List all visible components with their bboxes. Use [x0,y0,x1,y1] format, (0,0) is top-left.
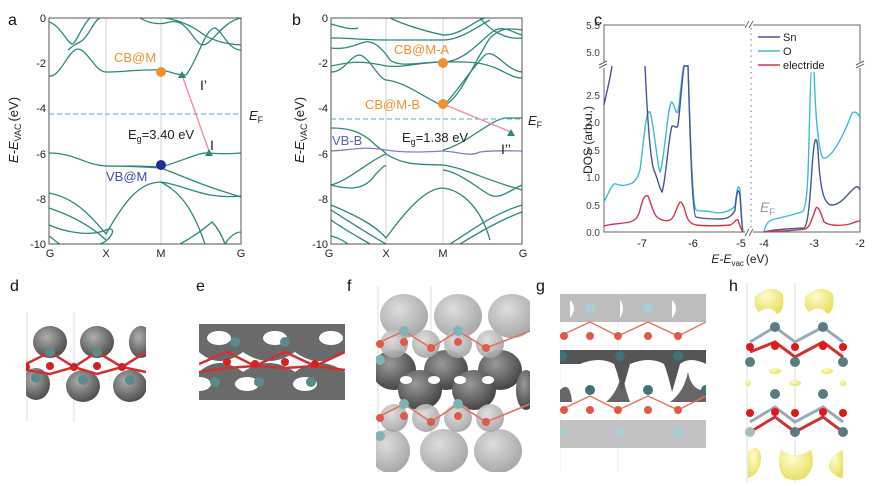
svg-text:G: G [325,248,334,260]
svg-text:-4: -4 [318,103,328,115]
fermi-label: EF [528,113,543,130]
y-axis-title: E-EVAC(eV) [6,97,23,163]
svg-text:2.5: 2.5 [586,91,600,102]
y-tick-labels: 5.5 5.0 2.5 2.0 1.5 1.0 0.5 0.0 [586,21,600,239]
gap-label: Eg=3.40 eV [128,127,194,144]
svg-text:O: O [783,46,792,58]
cb-b-point [438,99,448,109]
svg-text:1.0: 1.0 [586,173,600,184]
y-axis-title: DOS (arb.u.) [581,106,595,174]
transition-arrow [181,74,210,152]
isosurface-f [376,286,530,472]
svg-text:5.0: 5.0 [586,48,600,59]
legend-item-sn: Sn [758,32,796,44]
vb-b-band [330,147,523,155]
cb-a-label: CB@M-A [394,42,449,57]
fermi-label: EF [760,199,775,217]
point-label: I’’ [501,141,511,157]
x-tick-labels: G X M G [46,248,246,260]
x-tick-labels: G X M G [325,248,528,260]
svg-text:-8: -8 [318,194,328,206]
svg-text:X: X [382,248,390,260]
svg-text:-10: -10 [30,239,46,251]
cb-a-point [438,58,448,68]
band-structure-b: E-EVAC(eV) 0 -2 -4 -6 -8 -10 G X M G [292,13,543,260]
panel-label-d: d [10,278,19,295]
panel-label-f: f [347,278,352,295]
svg-text:-10: -10 [312,239,328,251]
svg-text:1.5: 1.5 [586,146,600,157]
isosurface-d [26,312,146,422]
svg-text:G: G [519,248,528,260]
panel-label-g: g [536,278,545,295]
svg-text:G: G [46,248,55,260]
isosurface-h [745,282,848,482]
x-tick-labels: -7 -6 -5 -4 -3 -2 [637,238,865,250]
axis-break-marks [598,20,865,237]
svg-text:-8: -8 [36,194,46,206]
y-axis-title: E-EVAC(eV) [292,97,309,163]
bands [330,17,523,245]
svg-text:Sn: Sn [783,32,796,44]
svg-text:-6: -6 [318,149,328,161]
svg-text:-6: -6 [36,149,46,161]
legend-item-o: O [758,46,792,58]
svg-text:E-EVAC(eV): E-EVAC(eV) [6,97,23,163]
svg-text:DOS (arb.u.): DOS (arb.u.) [581,106,595,174]
svg-text:0.5: 0.5 [586,201,600,212]
svg-text:0: 0 [40,13,46,25]
fermi-label: EF [249,108,264,125]
legend: Sn O electride [754,30,826,72]
cb-point [156,67,166,77]
panel-label-a: a [8,12,17,29]
svg-text:E-EVAC(eV): E-EVAC(eV) [292,97,309,163]
cb-b-label: CB@M-B [365,97,420,112]
cb-label: CB@M [114,50,156,65]
y-tick-labels: 0 -2 -4 -6 -8 -10 [30,13,46,251]
svg-text:M: M [438,248,447,260]
transition-arrow [442,103,512,133]
svg-text:-4: -4 [36,103,46,115]
panel-label-b: b [292,12,301,29]
legend-item-electride: electride [758,60,825,72]
svg-text:-2: -2 [855,238,865,250]
point-lower-label: I [210,137,214,153]
isosurface-g [560,292,706,472]
band-structure-a: E-EVAC(eV) 0 -2 -4 -6 -8 -10 G X M G EF [6,13,264,260]
vb-label: VB@M [106,169,147,184]
svg-text:-7: -7 [637,238,647,250]
svg-text:-5: -5 [736,238,746,250]
svg-text:0: 0 [322,13,328,25]
isosurface-e [199,324,345,400]
svg-text:2.0: 2.0 [586,118,600,129]
svg-text:-3: -3 [809,238,819,250]
svg-text:electride: electride [783,60,825,72]
panel-label-h: h [729,278,738,295]
x-axis-title: E-Evac (eV) [711,252,768,268]
svg-text:0.0: 0.0 [586,228,600,239]
y-tick-labels: 0 -2 -4 -6 -8 -10 [312,13,328,251]
svg-text:G: G [237,248,246,260]
vb-b-label: VB-B [332,133,362,148]
svg-text:5.5: 5.5 [586,21,600,32]
svg-text:-2: -2 [36,58,46,70]
panel-label-c: c [594,12,602,29]
vb-point [156,160,166,170]
gap-label: Eg=1.38 eV [402,130,468,147]
svg-text:M: M [156,248,165,260]
svg-text:-6: -6 [688,238,698,250]
dos-curves [603,65,861,233]
svg-text:X: X [102,248,110,260]
svg-text:-2: -2 [318,58,328,70]
panel-label-e: e [196,278,205,295]
svg-text:-4: -4 [759,238,769,250]
point-upper-label: I’ [200,77,207,93]
dos-chart-c: DOS (arb.u.) 5.5 5.0 2.5 2.0 1.5 1.0 0.5… [581,20,865,268]
